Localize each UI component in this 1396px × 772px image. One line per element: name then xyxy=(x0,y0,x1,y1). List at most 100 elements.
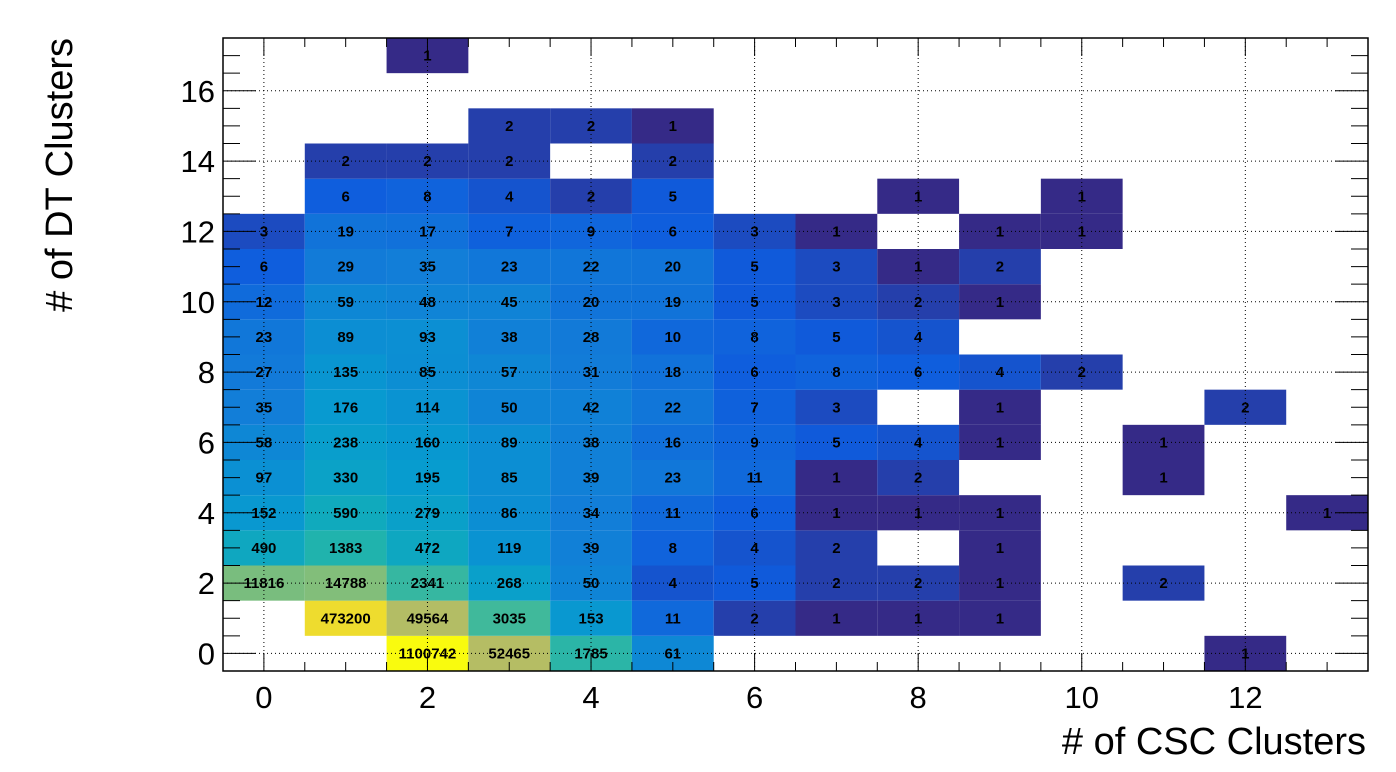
cell-value-label: 7 xyxy=(750,399,758,416)
cell-value-label: 1 xyxy=(914,610,922,627)
cell-value-label: 11 xyxy=(747,470,763,487)
heatmap-cell xyxy=(631,600,714,636)
cell-value-label: 1 xyxy=(914,505,922,522)
heatmap-cell xyxy=(304,249,387,285)
cell-value-label: 22 xyxy=(664,399,681,416)
cell-value-label: 268 xyxy=(497,575,522,592)
cell-value-label: 9 xyxy=(750,434,758,451)
cell-value-label: 5 xyxy=(832,329,840,346)
cell-value-label: 42 xyxy=(583,399,600,416)
x-tick-label: 6 xyxy=(746,680,763,715)
heatmap-cell xyxy=(386,530,469,566)
heatmap-cell xyxy=(304,389,387,425)
cell-value-label: 86 xyxy=(501,505,518,522)
cell-value-label: 14788 xyxy=(325,575,367,592)
cell-value-label: 153 xyxy=(579,610,604,627)
cell-value-label: 2 xyxy=(587,188,595,205)
heatmap-cell xyxy=(468,249,551,285)
cell-value-label: 28 xyxy=(583,329,600,346)
cell-value-label: 330 xyxy=(333,470,358,487)
cell-value-label: 85 xyxy=(501,470,518,487)
cell-value-label: 3 xyxy=(832,399,840,416)
cell-value-label: 590 xyxy=(333,505,358,522)
heatmap-cell xyxy=(631,213,714,249)
cell-value-label: 48 xyxy=(419,294,436,311)
cell-value-label: 5 xyxy=(750,294,758,311)
cell-value-label: 57 xyxy=(501,364,518,381)
cell-value-label: 23 xyxy=(501,259,518,276)
grid-lines xyxy=(223,38,1368,671)
heatmap-cell xyxy=(386,319,469,355)
cell-value-label: 38 xyxy=(583,434,600,451)
cell-value-label: 59 xyxy=(337,294,354,311)
heatmap-cell xyxy=(631,284,714,320)
heatmap-cell xyxy=(713,319,796,355)
x-tick-label: 10 xyxy=(1065,680,1099,715)
cell-value-label: 1 xyxy=(832,610,840,627)
heatmap-cell xyxy=(1040,213,1123,249)
x-tick-label: 12 xyxy=(1228,680,1262,715)
heatmap-cell xyxy=(468,354,551,390)
cell-value-label: 45 xyxy=(501,294,518,311)
cell-value-label: 2341 xyxy=(411,575,444,592)
heatmap-cell xyxy=(631,319,714,355)
heatmap-cell xyxy=(386,178,469,214)
heatmap-cell xyxy=(1040,178,1123,214)
cell-value-label: 6 xyxy=(669,223,677,240)
cell-value-label: 176 xyxy=(333,399,358,416)
x-tick-label: 2 xyxy=(419,680,436,715)
cell-value-label: 279 xyxy=(415,505,440,522)
heatmap-cell xyxy=(631,108,714,144)
cell-value-label: 6 xyxy=(260,259,268,276)
cell-value-label: 27 xyxy=(256,364,273,381)
cell-value-label: 2 xyxy=(1078,364,1086,381)
heatmap-cell xyxy=(631,460,714,496)
cell-value-label: 2 xyxy=(832,575,840,592)
heatmap-cell xyxy=(713,460,796,496)
heatmap-cell xyxy=(631,178,714,214)
cell-value-label: 1 xyxy=(1078,188,1086,205)
cell-value-label: 11 xyxy=(665,610,681,627)
cell-value-label: 2 xyxy=(342,153,350,170)
cell-value-label: 34 xyxy=(583,505,600,522)
heatmap-cell xyxy=(795,389,878,425)
heatmap-cell xyxy=(304,143,387,179)
cell-value-label: 1383 xyxy=(329,540,362,557)
cell-value-label: 6 xyxy=(342,188,350,205)
cell-value-label: 19 xyxy=(664,294,681,311)
heatmap-cell xyxy=(468,143,551,179)
heatmap-cell xyxy=(795,460,878,496)
heatmap-cell xyxy=(1040,354,1123,390)
cell-value-label: 39 xyxy=(583,540,600,557)
y-tick-label: 2 xyxy=(198,566,215,601)
cell-value-label: 5 xyxy=(750,259,758,276)
heatmap-cell xyxy=(550,178,632,214)
cell-value-label: 135 xyxy=(333,364,358,381)
x-tick-label: 8 xyxy=(910,680,927,715)
heatmap-cell xyxy=(304,495,387,531)
cell-value-label: 10 xyxy=(664,329,681,346)
cell-value-label: 473200 xyxy=(321,610,371,627)
heatmap-cell xyxy=(468,424,551,460)
heatmap-cells xyxy=(223,38,1368,671)
cell-value-label: 2 xyxy=(1159,575,1167,592)
heatmap-cell xyxy=(631,565,714,601)
heatmap-cell xyxy=(550,460,632,496)
cell-value-label: 3 xyxy=(750,223,758,240)
heatmap-cell xyxy=(795,249,878,285)
heatmap-cell xyxy=(959,249,1041,285)
cell-value-label: 20 xyxy=(583,294,600,311)
cell-value-label: 4 xyxy=(505,188,514,205)
heatmap-cell xyxy=(631,389,714,425)
heatmap-cell xyxy=(631,249,714,285)
heatmap-cell xyxy=(959,530,1041,566)
y-tick-label: 10 xyxy=(181,285,215,320)
cell-value-label: 2 xyxy=(505,118,513,135)
cell-value-label: 5 xyxy=(832,434,840,451)
heatmap-cell xyxy=(877,319,960,355)
cell-value-label: 11 xyxy=(665,505,681,522)
cell-value-label: 38 xyxy=(501,329,518,346)
cell-value-label: 1 xyxy=(832,505,840,522)
